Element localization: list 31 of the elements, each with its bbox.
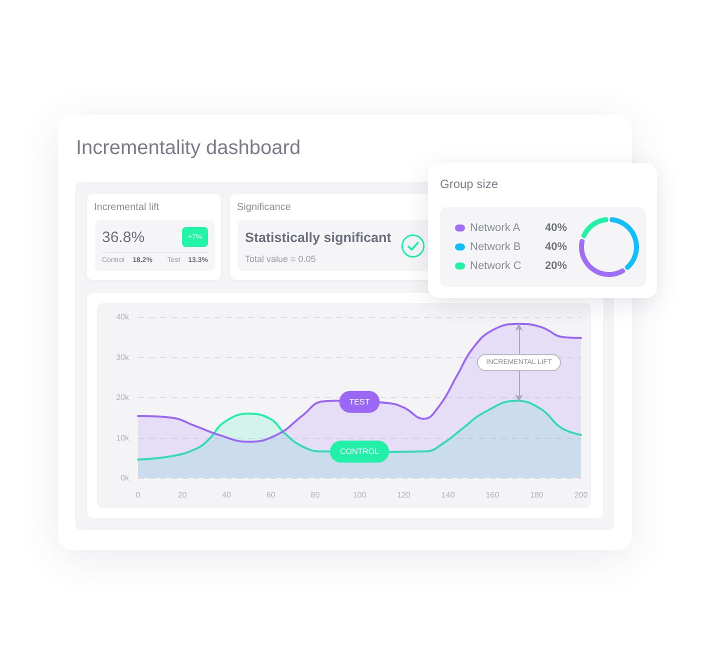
data-label: 40% (545, 222, 568, 234)
data-label: 40% (545, 241, 568, 253)
x-tick-label: 0 (136, 490, 141, 500)
legend-label: Network A (470, 222, 521, 234)
legend-label: Network B (470, 241, 521, 253)
y-tick-label: 30k (116, 352, 130, 362)
data-label: 20% (545, 260, 568, 272)
y-tick-label: 20k (116, 393, 130, 402)
text: Incremental lift (94, 202, 160, 213)
x-tick-label: 40 (222, 490, 232, 500)
x-tick-label: 20 (178, 490, 188, 500)
x-tick-label: 100 (352, 490, 367, 500)
x-tick-label: 60 (266, 490, 276, 500)
x-tick-label: 200 (574, 490, 588, 500)
chart-title: Group size (440, 177, 498, 191)
text: Statistically significant (245, 230, 392, 245)
x-tick-label: 140 (441, 490, 456, 500)
y-tick-label: 10k (116, 433, 130, 442)
text: 36.8% (102, 229, 145, 246)
y-tick-label: 40k (116, 312, 130, 322)
text: Incrementality dashboard (76, 136, 301, 161)
series-label: CONTROL (340, 447, 380, 456)
legend-label: Network C (470, 260, 522, 272)
x-tick-label: 120 (397, 490, 412, 500)
y-tick-label: 0k (120, 474, 130, 482)
x-tick-label: 160 (486, 490, 500, 500)
text: Significance (237, 202, 291, 213)
text: Total value = 0.05 (245, 254, 316, 264)
series-label: TEST (349, 397, 370, 406)
x-tick-label: 80 (310, 490, 320, 500)
x-tick-label: 180 (530, 490, 544, 500)
